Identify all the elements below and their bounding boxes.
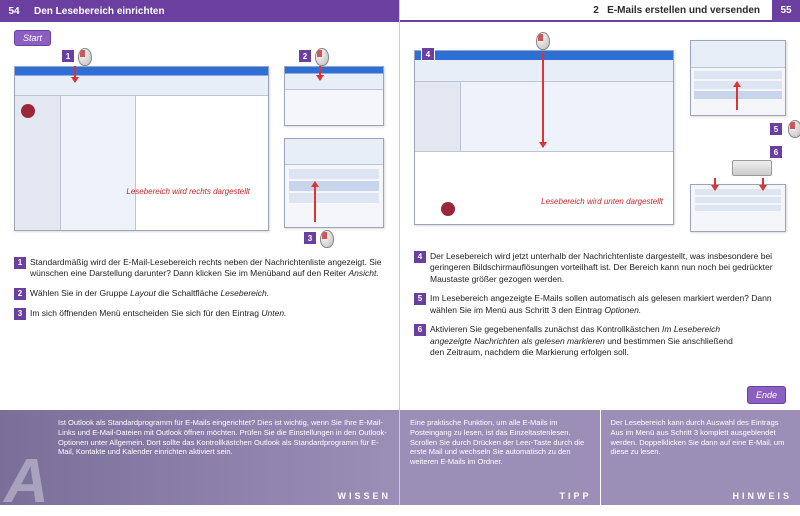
letter-a-icon: A bbox=[4, 451, 49, 513]
screenshot-2 bbox=[284, 66, 384, 126]
header-right: 2 E-Mails erstellen und versenden 55 bbox=[400, 0, 800, 22]
screenshot-4: Lesebereich wird unten dargestellt bbox=[414, 50, 674, 225]
arrow-6b bbox=[762, 178, 764, 190]
screenshot-area-right: Lesebereich wird unten dargestellt 4 5 bbox=[414, 36, 786, 241]
steps-left: 1 Standardmäßig wird der E-Mail-Lesebere… bbox=[14, 257, 385, 320]
step-1: 1 Standardmäßig wird der E-Mail-Lesebere… bbox=[14, 257, 385, 280]
caption-main: Lesebereich wird rechts dargestellt bbox=[126, 187, 250, 196]
wissen-text: Ist Outlook als Standardprogramm für E-M… bbox=[58, 418, 389, 457]
callout-4: 4 bbox=[422, 48, 438, 60]
step-3: 3 Im sich öffnenden Menü entscheiden Sie… bbox=[14, 308, 385, 320]
callout-3: 3 bbox=[304, 232, 320, 244]
mouse-icon bbox=[536, 32, 550, 50]
keyboard-icon bbox=[732, 160, 772, 176]
steps-right: 4 Der Lesebereich wird jetzt unterhalb d… bbox=[414, 251, 786, 359]
screenshot-main: Lesebereich wird rechts dargestellt bbox=[14, 66, 269, 231]
arrow-5 bbox=[736, 82, 738, 110]
mouse-icon bbox=[78, 48, 92, 66]
content-left: Start Lesebereich wird rechts dargestell… bbox=[0, 22, 399, 410]
arrow-1 bbox=[74, 66, 76, 82]
hinweis-text: Der Lesebereich kann durch Auswahl des E… bbox=[611, 418, 791, 457]
footer-right: Eine praktische Funktion, um alle E-Mail… bbox=[400, 410, 800, 505]
screenshot-area-left: Lesebereich wird rechts dargestellt 1 2 bbox=[14, 52, 385, 247]
page-number-left: 54 bbox=[0, 0, 28, 22]
callout-5: 5 bbox=[770, 120, 800, 138]
page-number-right: 55 bbox=[772, 0, 800, 21]
step-2: 2 Wählen Sie in der Gruppe Layout die Sc… bbox=[14, 288, 385, 300]
arrow-3 bbox=[314, 182, 316, 222]
end-badge: Ende bbox=[747, 386, 786, 404]
caption-4: Lesebereich wird unten dargestellt bbox=[541, 197, 663, 206]
screenshot-6 bbox=[690, 184, 786, 232]
page-left: 54 Den Lesebereich einrichten Start Lese… bbox=[0, 0, 400, 505]
screenshot-3 bbox=[284, 138, 384, 228]
wissen-label: WISSEN bbox=[337, 491, 391, 503]
step-6: 6 Aktivieren Sie gegebenenfalls zunächst… bbox=[414, 324, 786, 358]
footer-left: A Ist Outlook als Standardprogramm für E… bbox=[0, 410, 399, 505]
arrow-4 bbox=[542, 52, 544, 147]
hinweis-label: HINWEIS bbox=[732, 491, 792, 503]
callout-6: 6 bbox=[770, 146, 786, 158]
footer-wissen: A Ist Outlook als Standardprogramm für E… bbox=[0, 410, 399, 505]
header-left: 54 Den Lesebereich einrichten bbox=[0, 0, 399, 22]
mouse-icon bbox=[788, 120, 800, 138]
footer-hinweis: Der Lesebereich kann durch Auswahl des E… bbox=[601, 410, 800, 505]
mouse-icon bbox=[315, 48, 329, 66]
arrow-6a bbox=[714, 178, 716, 190]
page-right: 2 E-Mails erstellen und versenden 55 Les… bbox=[400, 0, 800, 505]
section-title-left: Den Lesebereich einrichten bbox=[34, 6, 165, 17]
tipp-text: Eine praktische Funktion, um alle E-Mail… bbox=[410, 418, 590, 467]
step-5: 5 Im Lesebereich angezeigte E-Mails soll… bbox=[414, 293, 786, 316]
start-badge: Start bbox=[14, 30, 51, 46]
content-right: Lesebereich wird unten dargestellt 4 5 bbox=[400, 22, 800, 410]
footer-tipp: Eine praktische Funktion, um alle E-Mail… bbox=[400, 410, 600, 505]
arrow-2 bbox=[319, 66, 321, 80]
callout-2: 2 bbox=[299, 50, 315, 62]
callout-1: 1 bbox=[62, 50, 78, 62]
tipp-label: TIPP bbox=[559, 491, 591, 503]
mouse-icon bbox=[320, 230, 334, 248]
step-4: 4 Der Lesebereich wird jetzt unterhalb d… bbox=[414, 251, 786, 285]
